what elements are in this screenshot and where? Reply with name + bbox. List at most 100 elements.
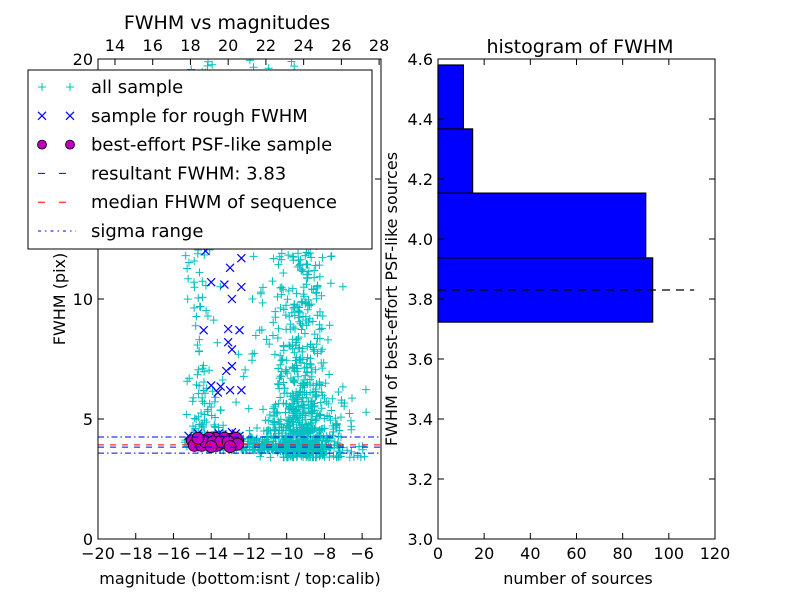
all-sample-point: [282, 301, 291, 310]
all-sample-point: [291, 391, 300, 400]
all-sample-point: [326, 416, 335, 425]
all-sample-point: [304, 295, 313, 304]
rough-sample-point: [225, 385, 235, 395]
all-sample-point: [310, 401, 319, 410]
legend-label: median FHWM of sequence: [91, 192, 337, 213]
all-sample-point: [331, 414, 340, 423]
all-sample-point: [203, 407, 212, 416]
all-sample-point: [306, 249, 315, 258]
all-sample-point: [304, 421, 313, 430]
all-sample-point: [191, 321, 200, 330]
all-sample-point: [193, 340, 202, 349]
all-sample-point: [299, 428, 308, 437]
all-sample-point: [290, 311, 299, 320]
legend-box: [27, 69, 373, 250]
all-sample-point: [269, 318, 278, 327]
all-sample-point: [250, 436, 259, 445]
all-sample-point: [306, 360, 315, 369]
all-sample-point: [284, 251, 293, 260]
all-sample-point: [189, 393, 198, 402]
x-tick-label: −10: [270, 544, 304, 563]
all-sample-point: [270, 350, 279, 359]
all-sample-point: [313, 283, 322, 292]
all-sample-point: [281, 311, 290, 320]
legend-circle-icon: [65, 139, 75, 150]
all-sample-point: [275, 374, 284, 383]
y-tick-label: 20: [73, 50, 93, 69]
rough-sample-point: [227, 361, 237, 371]
y-tick-label: 3.2: [408, 470, 433, 489]
all-sample-point: [316, 398, 325, 407]
all-sample-point: [308, 406, 317, 415]
all-sample-point: [320, 394, 329, 403]
all-sample-point: [193, 370, 202, 379]
all-sample-point: [319, 358, 328, 367]
all-sample-point: [310, 347, 319, 356]
all-sample-point: [315, 411, 324, 420]
all-sample-point: [312, 379, 321, 388]
all-sample-point: [300, 376, 309, 385]
all-sample-point: [306, 340, 315, 349]
all-sample-point: [288, 252, 297, 261]
all-sample-point: [201, 389, 210, 398]
x-tick-label: −6: [350, 544, 374, 563]
rough-sample-point: [236, 385, 246, 395]
legend-plus-icon: [66, 83, 74, 91]
all-sample-point: [188, 397, 197, 406]
all-sample-point: [276, 304, 285, 313]
all-sample-point: [300, 444, 309, 453]
all-sample-point: [282, 365, 291, 374]
all-sample-point: [294, 372, 303, 381]
all-sample-point: [271, 307, 280, 316]
all-sample-point: [288, 284, 297, 293]
all-sample-point: [290, 363, 299, 372]
histogram-axes: 0 20 40 60 80 100 120 3.0 3.2 3.4 3.6 3.8 4.0 4.2 4.4 4…: [382, 36, 730, 588]
all-sample-point: [323, 434, 332, 443]
all-sample-point: [328, 394, 337, 403]
all-sample-point: [304, 318, 313, 327]
rough-sample-point: [206, 380, 216, 390]
all-sample-point: [289, 376, 298, 385]
all-sample-point: [276, 372, 285, 381]
y-tick-label: 5: [83, 410, 93, 429]
legend-label: sample for rough FWHM: [91, 106, 308, 127]
all-sample-point: [307, 372, 316, 381]
y-tick-label: 3.6: [408, 350, 433, 369]
all-sample-point: [195, 335, 204, 344]
all-sample-point: [298, 344, 307, 353]
all-sample-point: [218, 375, 227, 384]
all-sample-point: [315, 272, 324, 281]
all-sample-point: [196, 302, 205, 311]
rough-sample-point: [216, 382, 226, 392]
rough-sample-point: [227, 344, 237, 354]
all-sample-point: [336, 413, 345, 422]
all-sample-point: [208, 60, 217, 69]
all-sample-point: [270, 418, 279, 427]
all-sample-point: [283, 369, 292, 378]
all-sample-point: [248, 295, 257, 304]
all-sample-point: [259, 441, 268, 450]
all-sample-point: [292, 405, 301, 414]
all-sample-point: [302, 363, 311, 372]
all-sample-point: [203, 312, 212, 321]
all-sample-point: [281, 435, 290, 444]
all-sample-point: [259, 405, 268, 414]
all-sample-point: [268, 331, 277, 340]
all-sample-point: [309, 424, 318, 433]
all-sample-point: [311, 365, 320, 374]
all-sample-point: [279, 285, 288, 294]
all-sample-point: [272, 409, 281, 418]
all-sample-point: [303, 260, 312, 269]
all-sample-point: [302, 393, 311, 402]
all-sample-point: [307, 409, 316, 418]
all-sample-point: [360, 452, 369, 461]
scatter-xlabel: magnitude (bottom:isnt / top:calib): [99, 569, 380, 588]
all-sample-point: [318, 424, 327, 433]
all-sample-point: [347, 447, 356, 456]
legend: all sample sample for rough FWHM best-effo…: [27, 69, 373, 250]
all-sample-point: [307, 444, 316, 453]
all-sample-point: [293, 262, 302, 271]
all-sample-point: [274, 260, 283, 269]
all-sample-point: [345, 409, 354, 418]
